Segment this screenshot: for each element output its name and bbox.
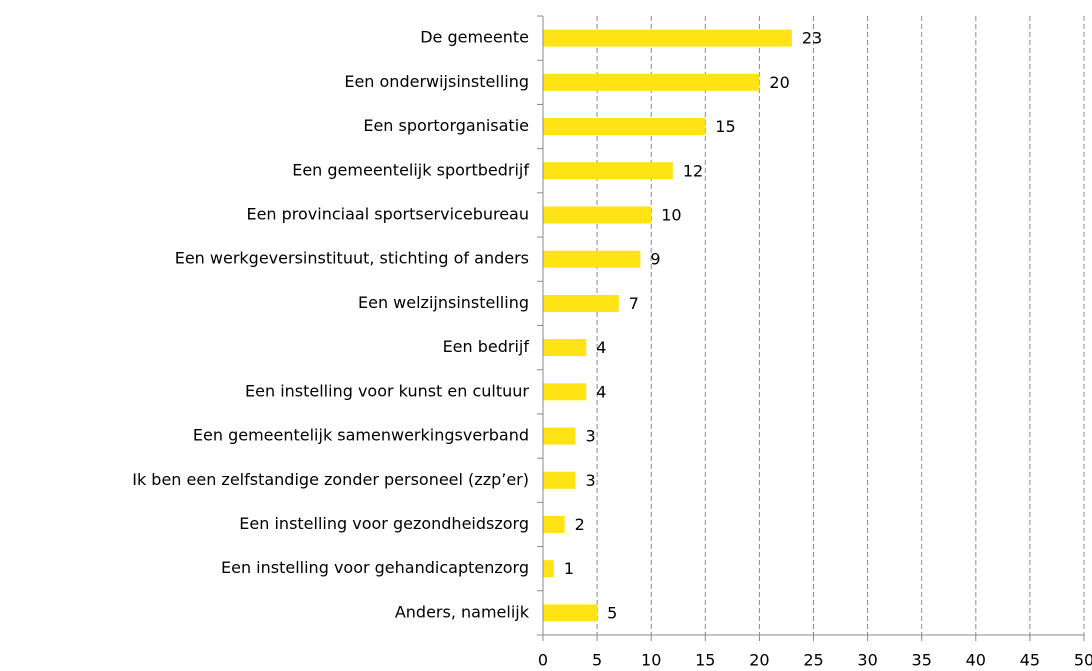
x-tick-label: 15 — [695, 651, 715, 670]
data-label: 3 — [585, 471, 595, 490]
data-label: 1 — [564, 559, 574, 578]
data-label: 3 — [585, 427, 595, 446]
y-tick-label: Een provinciaal sportservicebureau — [246, 204, 529, 223]
bar — [543, 29, 792, 47]
y-tick-label: Een onderwijsinstelling — [344, 72, 529, 91]
bar — [543, 604, 598, 622]
x-tick-label: 50 — [1074, 651, 1092, 670]
bar — [543, 560, 554, 578]
y-tick-label: Een instelling voor gezondheidszorg — [239, 514, 529, 533]
data-label: 9 — [650, 250, 660, 269]
y-tick-label: Een gemeentelijk samenwerkingsverband — [193, 426, 529, 445]
bar — [543, 471, 576, 489]
bar — [543, 294, 619, 312]
data-label: 23 — [802, 29, 822, 48]
data-label: 15 — [715, 117, 735, 136]
data-label: 7 — [629, 294, 639, 313]
y-tick-label: Een welzijnsinstelling — [358, 293, 529, 312]
y-tick-label: Een sportorganisatie — [363, 116, 529, 135]
y-tick-label: Een instelling voor kunst en cultuur — [245, 381, 529, 400]
bar — [543, 250, 641, 268]
bar — [543, 427, 576, 445]
data-label: 12 — [683, 161, 703, 180]
y-tick-label: Een gemeentelijk sportbedrijf — [292, 160, 529, 179]
y-tick-label: Ik ben een zelfstandige zonder personeel… — [132, 470, 529, 489]
data-label: 20 — [769, 73, 789, 92]
y-tick-label: Een instelling voor gehandicaptenzorg — [221, 558, 529, 577]
data-label: 2 — [575, 515, 585, 534]
bar — [543, 206, 652, 224]
x-tick-label: 20 — [749, 651, 769, 670]
x-tick-label: 0 — [538, 651, 548, 670]
bar — [543, 118, 706, 136]
x-tick-label: 25 — [803, 651, 823, 670]
bar — [543, 339, 587, 357]
y-tick-label: Een bedrijf — [443, 337, 530, 356]
y-tick-label: De gemeente — [420, 28, 529, 47]
data-label: 4 — [596, 338, 606, 357]
bar — [543, 162, 673, 180]
data-label: 10 — [661, 205, 681, 224]
y-tick-label: Een werkgeversinstituut, stichting of an… — [175, 249, 529, 268]
data-label: 4 — [596, 382, 606, 401]
x-tick-label: 30 — [857, 651, 877, 670]
x-tick-label: 10 — [641, 651, 661, 670]
y-tick-label: Anders, namelijk — [395, 602, 530, 621]
x-tick-label: 40 — [966, 651, 986, 670]
bar — [543, 73, 760, 91]
x-tick-label: 45 — [1020, 651, 1040, 670]
bar — [543, 515, 565, 533]
x-tick-label: 35 — [912, 651, 932, 670]
bar — [543, 383, 587, 401]
data-label: 5 — [607, 603, 617, 622]
x-tick-label: 5 — [592, 651, 602, 670]
